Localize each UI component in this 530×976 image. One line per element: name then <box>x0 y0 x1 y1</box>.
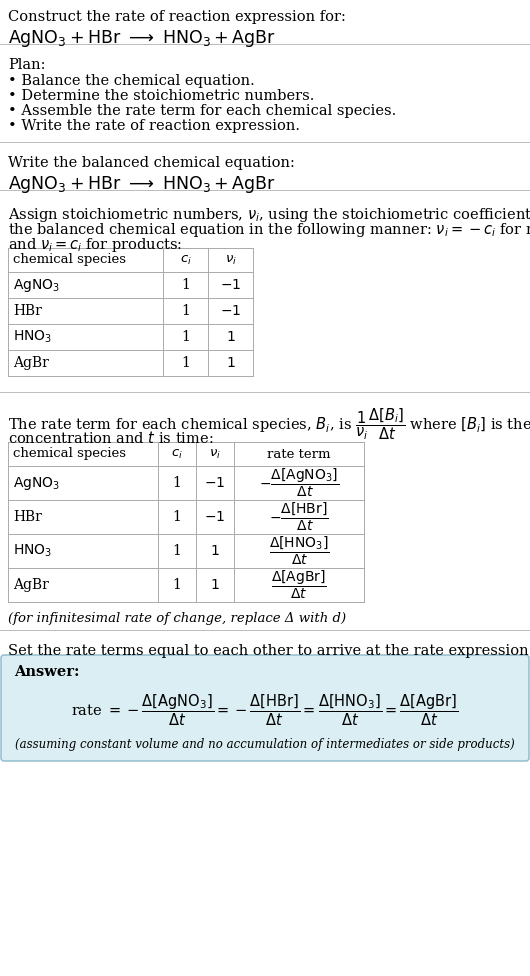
Text: chemical species: chemical species <box>13 448 126 461</box>
Text: 1: 1 <box>173 578 181 592</box>
Text: Answer:: Answer: <box>14 665 80 679</box>
Text: $1$: $1$ <box>226 330 235 344</box>
Text: 1: 1 <box>181 330 190 344</box>
Text: 1: 1 <box>173 476 181 490</box>
Text: $\mathrm{HNO_3}$: $\mathrm{HNO_3}$ <box>13 543 52 559</box>
Text: $1$: $1$ <box>210 578 220 592</box>
Text: HBr: HBr <box>13 304 42 318</box>
Text: Construct the rate of reaction expression for:: Construct the rate of reaction expressio… <box>8 10 346 24</box>
Text: $-1$: $-1$ <box>220 304 241 318</box>
Text: The rate term for each chemical species, $B_i$, is $\dfrac{1}{\nu_i}\dfrac{\Delt: The rate term for each chemical species,… <box>8 406 530 441</box>
Text: $\nu_i$: $\nu_i$ <box>209 447 221 461</box>
Text: chemical species: chemical species <box>13 254 126 266</box>
Text: 1: 1 <box>173 544 181 558</box>
Text: $-1$: $-1$ <box>205 476 226 490</box>
Text: $\mathrm{AgNO_3}$: $\mathrm{AgNO_3}$ <box>13 276 60 294</box>
Text: $-1$: $-1$ <box>220 278 241 292</box>
Text: 1: 1 <box>181 356 190 370</box>
Text: $\mathrm{AgNO_3 + HBr\ \longrightarrow\ HNO_3 + AgBr}$: $\mathrm{AgNO_3 + HBr\ \longrightarrow\ … <box>8 174 276 195</box>
Text: $\mathrm{AgNO_3}$: $\mathrm{AgNO_3}$ <box>13 474 60 492</box>
Text: $\mathrm{AgNO_3 + HBr\ \longrightarrow\ HNO_3 + AgBr}$: $\mathrm{AgNO_3 + HBr\ \longrightarrow\ … <box>8 28 276 49</box>
Text: $c_i$: $c_i$ <box>171 447 183 461</box>
Text: 1: 1 <box>173 510 181 524</box>
Text: • Determine the stoichiometric numbers.: • Determine the stoichiometric numbers. <box>8 89 314 103</box>
Text: $1$: $1$ <box>226 356 235 370</box>
Text: • Write the rate of reaction expression.: • Write the rate of reaction expression. <box>8 119 300 133</box>
Text: $\dfrac{\Delta[\mathrm{HNO_3}]}{\Delta t}$: $\dfrac{\Delta[\mathrm{HNO_3}]}{\Delta t… <box>269 535 329 567</box>
Text: HBr: HBr <box>13 510 42 524</box>
Text: • Balance the chemical equation.: • Balance the chemical equation. <box>8 74 255 88</box>
Text: 1: 1 <box>181 304 190 318</box>
Text: (for infinitesimal rate of change, replace Δ with d): (for infinitesimal rate of change, repla… <box>8 612 346 625</box>
Text: AgBr: AgBr <box>13 578 49 592</box>
Text: $-\dfrac{\Delta[\mathrm{AgNO_3}]}{\Delta t}$: $-\dfrac{\Delta[\mathrm{AgNO_3}]}{\Delta… <box>259 467 339 499</box>
Text: Write the balanced chemical equation:: Write the balanced chemical equation: <box>8 156 295 170</box>
Text: Set the rate terms equal to each other to arrive at the rate expression:: Set the rate terms equal to each other t… <box>8 644 530 658</box>
Text: (assuming constant volume and no accumulation of intermediates or side products): (assuming constant volume and no accumul… <box>15 738 515 751</box>
FancyBboxPatch shape <box>1 655 529 761</box>
Text: $\mathrm{HNO_3}$: $\mathrm{HNO_3}$ <box>13 329 52 346</box>
Text: $-\dfrac{\Delta[\mathrm{HBr}]}{\Delta t}$: $-\dfrac{\Delta[\mathrm{HBr}]}{\Delta t}… <box>269 501 329 533</box>
Text: $1$: $1$ <box>210 544 220 558</box>
Text: Assign stoichiometric numbers, $\nu_i$, using the stoichiometric coefficients, $: Assign stoichiometric numbers, $\nu_i$, … <box>8 206 530 224</box>
Text: $\nu_i$: $\nu_i$ <box>225 254 236 266</box>
Text: rate $= -\dfrac{\Delta[\mathrm{AgNO_3}]}{\Delta t} = -\dfrac{\Delta[\mathrm{HBr}: rate $= -\dfrac{\Delta[\mathrm{AgNO_3}]}… <box>71 692 459 727</box>
Text: the balanced chemical equation in the following manner: $\nu_i = -c_i$ for react: the balanced chemical equation in the fo… <box>8 221 530 239</box>
Text: $-1$: $-1$ <box>205 510 226 524</box>
Text: • Assemble the rate term for each chemical species.: • Assemble the rate term for each chemic… <box>8 104 396 118</box>
Text: $\dfrac{\Delta[\mathrm{AgBr}]}{\Delta t}$: $\dfrac{\Delta[\mathrm{AgBr}]}{\Delta t}… <box>271 569 327 601</box>
Text: $c_i$: $c_i$ <box>180 254 191 266</box>
Text: Plan:: Plan: <box>8 58 46 72</box>
Text: concentration and $t$ is time:: concentration and $t$ is time: <box>8 430 214 446</box>
Text: and $\nu_i = c_i$ for products:: and $\nu_i = c_i$ for products: <box>8 236 182 254</box>
Text: rate term: rate term <box>267 448 331 461</box>
Text: AgBr: AgBr <box>13 356 49 370</box>
Text: 1: 1 <box>181 278 190 292</box>
